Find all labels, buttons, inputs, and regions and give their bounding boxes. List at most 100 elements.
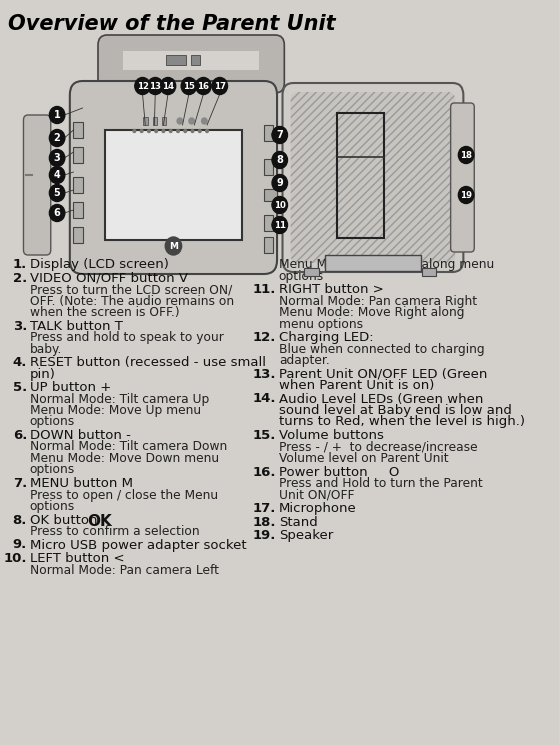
Text: menu options: menu options xyxy=(279,317,363,331)
Text: Display (LCD screen): Display (LCD screen) xyxy=(30,258,169,271)
Text: adapter.: adapter. xyxy=(279,354,330,367)
Circle shape xyxy=(165,237,182,255)
Bar xyxy=(105,130,241,240)
Circle shape xyxy=(272,197,287,214)
Circle shape xyxy=(155,130,158,133)
Circle shape xyxy=(148,77,163,95)
Text: 1: 1 xyxy=(54,110,60,121)
Bar xyxy=(73,227,83,243)
Text: LEFT button <: LEFT button < xyxy=(30,552,125,565)
Bar xyxy=(73,147,83,163)
Text: Menu Mode: Move Left along menu: Menu Mode: Move Left along menu xyxy=(279,258,494,271)
Circle shape xyxy=(272,217,287,233)
Text: M: M xyxy=(169,242,178,251)
Text: Audio Level LEDs (Green when: Audio Level LEDs (Green when xyxy=(279,393,483,405)
Circle shape xyxy=(162,130,165,133)
Text: turns to Red, when the level is high.): turns to Red, when the level is high.) xyxy=(279,416,525,428)
Text: 16: 16 xyxy=(197,82,210,91)
Text: 11.: 11. xyxy=(253,283,276,296)
Circle shape xyxy=(177,130,179,133)
Text: 8.: 8. xyxy=(13,513,27,527)
Text: 2.: 2. xyxy=(13,271,27,285)
Text: OFF. (Note: The audio remains on: OFF. (Note: The audio remains on xyxy=(30,294,234,308)
Bar xyxy=(337,113,384,238)
Bar xyxy=(264,125,273,141)
Bar xyxy=(264,189,277,201)
Bar xyxy=(73,177,83,193)
Text: Overview of the Parent Unit: Overview of the Parent Unit xyxy=(8,14,335,34)
FancyBboxPatch shape xyxy=(291,92,455,263)
Text: Menu Mode: Move Right along: Menu Mode: Move Right along xyxy=(279,306,465,319)
Bar xyxy=(191,55,200,65)
Text: 14: 14 xyxy=(162,82,174,91)
Circle shape xyxy=(212,77,228,95)
Text: RESET button (recessed - use small: RESET button (recessed - use small xyxy=(30,356,266,369)
FancyBboxPatch shape xyxy=(23,115,51,255)
Text: 18.: 18. xyxy=(253,516,276,528)
Circle shape xyxy=(206,130,209,133)
Text: 13.: 13. xyxy=(253,367,276,381)
Text: 17: 17 xyxy=(214,82,226,91)
Text: 6: 6 xyxy=(54,209,60,218)
Circle shape xyxy=(181,77,197,95)
Text: Normal Mode: Pan camera Right: Normal Mode: Pan camera Right xyxy=(279,294,477,308)
Text: Stand: Stand xyxy=(279,516,318,528)
Bar xyxy=(162,117,166,125)
Circle shape xyxy=(272,174,287,191)
Text: DOWN button -: DOWN button - xyxy=(30,429,131,442)
Text: 6.: 6. xyxy=(13,429,27,442)
Text: Normal Mode: Tilt camera Down: Normal Mode: Tilt camera Down xyxy=(30,440,227,454)
Text: options: options xyxy=(30,500,75,513)
Bar xyxy=(144,117,148,125)
Bar xyxy=(264,215,273,231)
Text: Power button     O: Power button O xyxy=(279,466,399,478)
Text: Normal Mode: Tilt camera Up: Normal Mode: Tilt camera Up xyxy=(30,393,209,405)
Text: 19: 19 xyxy=(460,191,472,200)
Text: Unit ON/OFF: Unit ON/OFF xyxy=(279,489,354,501)
Text: 7: 7 xyxy=(276,130,283,140)
Text: MENU button M: MENU button M xyxy=(30,477,133,490)
Text: 2: 2 xyxy=(54,133,60,143)
FancyBboxPatch shape xyxy=(282,83,463,272)
Text: Press to open / close the Menu: Press to open / close the Menu xyxy=(30,489,218,501)
Text: 4: 4 xyxy=(54,171,60,180)
FancyBboxPatch shape xyxy=(451,103,474,252)
Text: 12.: 12. xyxy=(253,331,276,344)
Text: 9: 9 xyxy=(276,178,283,188)
Text: options: options xyxy=(30,416,75,428)
Text: 14.: 14. xyxy=(253,393,276,405)
Text: Volume buttons: Volume buttons xyxy=(279,429,383,442)
Text: Speaker: Speaker xyxy=(279,529,333,542)
Circle shape xyxy=(49,204,65,221)
Text: Press to turn the LCD screen ON/: Press to turn the LCD screen ON/ xyxy=(30,283,232,296)
Text: baby.: baby. xyxy=(30,343,62,355)
Text: options: options xyxy=(279,270,324,282)
Text: 8: 8 xyxy=(276,156,283,165)
Text: Press and hold to speak to your: Press and hold to speak to your xyxy=(30,331,224,344)
Bar xyxy=(153,117,157,125)
Text: OK: OK xyxy=(87,513,112,528)
Text: TALK button T: TALK button T xyxy=(30,320,123,332)
Text: 3.: 3. xyxy=(13,320,27,332)
FancyBboxPatch shape xyxy=(70,81,277,274)
Text: 19.: 19. xyxy=(253,529,276,542)
Text: 16.: 16. xyxy=(253,466,276,478)
Text: 5: 5 xyxy=(54,188,60,198)
Text: 15: 15 xyxy=(183,82,195,91)
Text: 10: 10 xyxy=(274,201,286,210)
Bar xyxy=(264,237,273,253)
Text: 12: 12 xyxy=(136,82,149,91)
Circle shape xyxy=(189,118,195,124)
Circle shape xyxy=(184,130,187,133)
Text: 7.: 7. xyxy=(13,477,27,490)
Circle shape xyxy=(49,150,65,166)
Text: 15.: 15. xyxy=(253,429,276,442)
Circle shape xyxy=(458,147,474,163)
Bar xyxy=(421,268,436,276)
Circle shape xyxy=(198,130,201,133)
Text: options: options xyxy=(30,463,75,477)
Text: Blue when connected to charging: Blue when connected to charging xyxy=(279,343,485,355)
Text: VIDEO ON/OFF button V: VIDEO ON/OFF button V xyxy=(30,271,188,285)
Text: when the screen is OFF.): when the screen is OFF.) xyxy=(30,306,179,319)
Text: when Parent Unit is on): when Parent Unit is on) xyxy=(279,379,434,392)
